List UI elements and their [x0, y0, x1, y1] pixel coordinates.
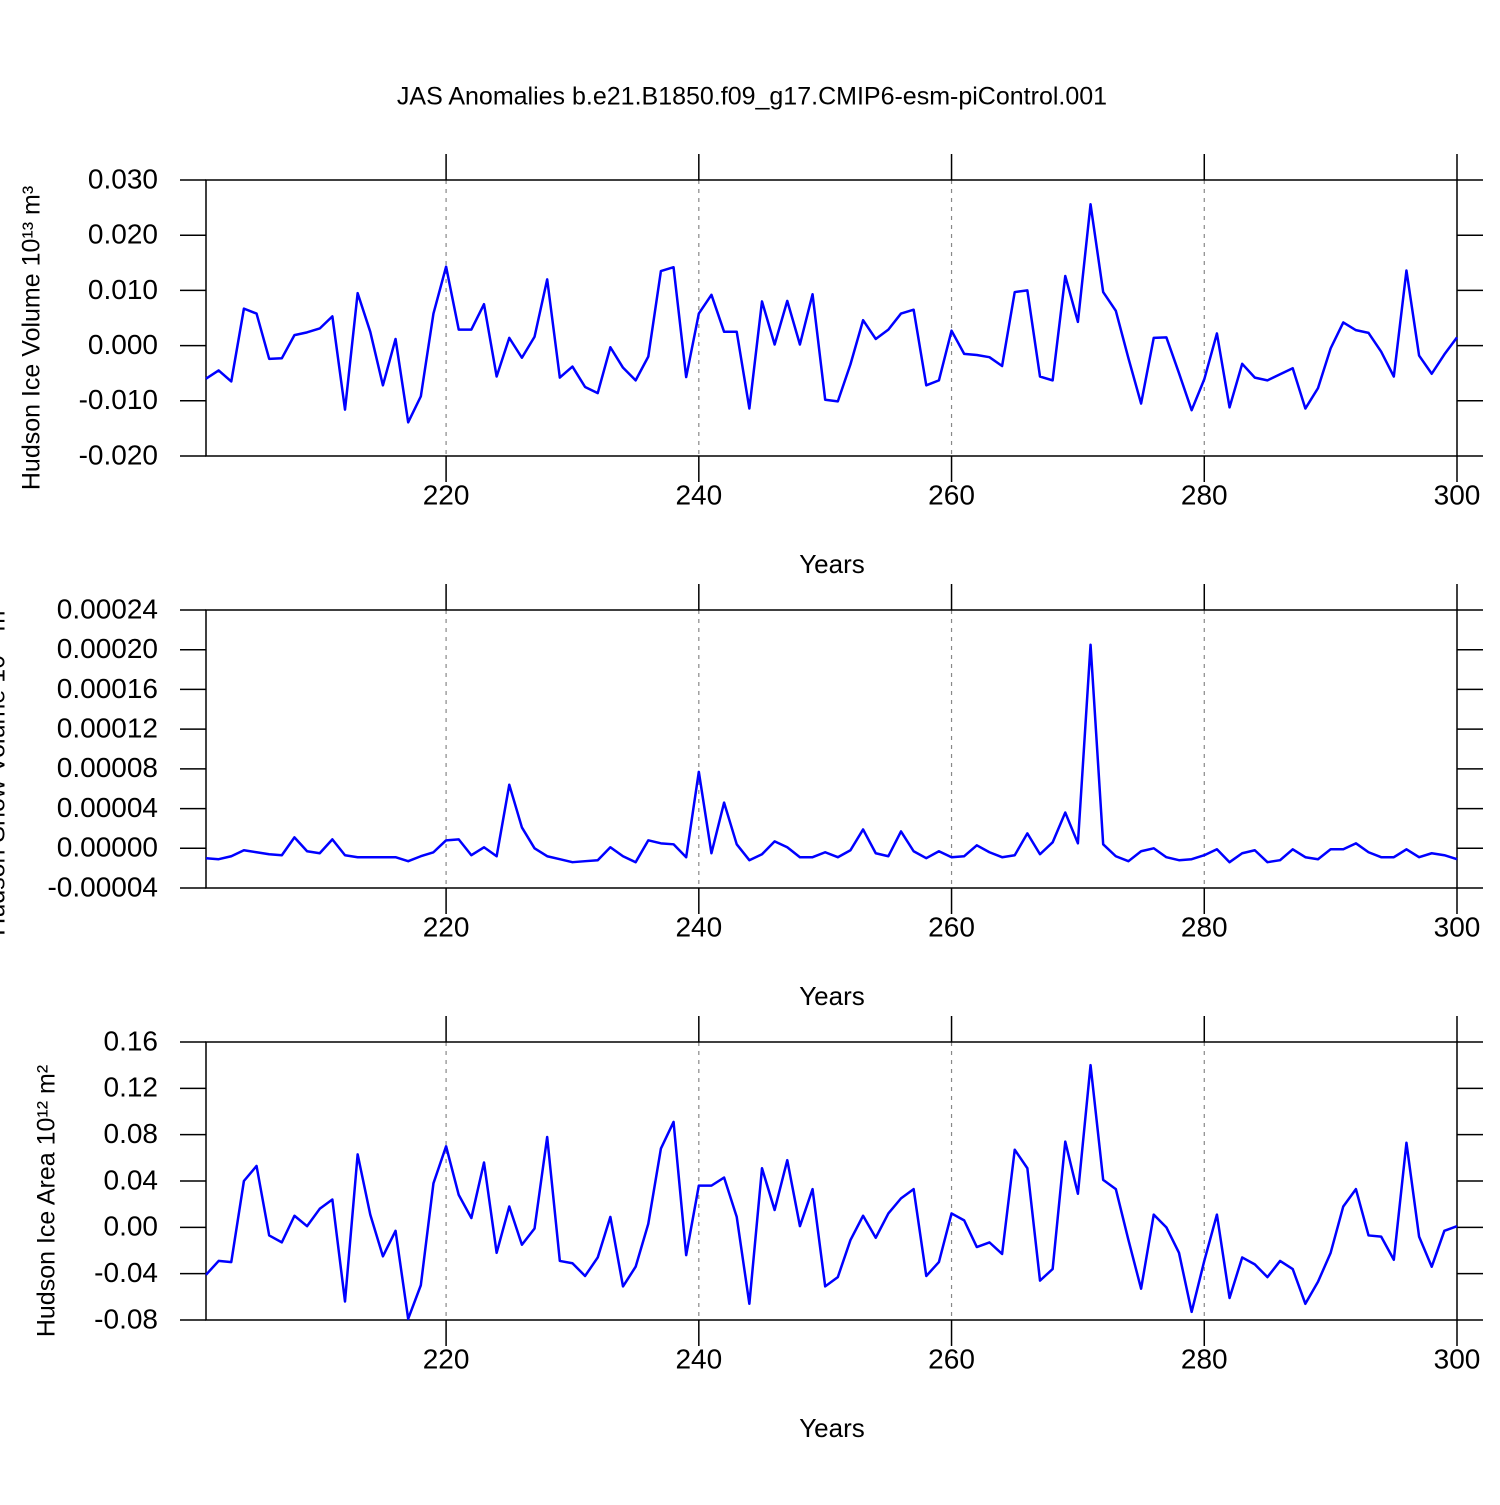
y-tick-label: 0.12	[104, 1072, 159, 1103]
x-axis-label: Years	[799, 1413, 865, 1443]
y-tick-label: 0.00024	[57, 593, 158, 624]
y-tick-label: 0.020	[88, 219, 158, 250]
x-tick-label: 280	[1181, 911, 1228, 942]
y-tick-label: 0.04	[104, 1164, 159, 1195]
y-axis-label: Hudson Ice Area 10¹² m²	[33, 1065, 61, 1337]
y-axis-label: Hudson Ice Volume 10¹³ m³	[18, 186, 46, 490]
y-tick-label: 0.00	[104, 1211, 159, 1242]
y-tick-label: 0.00020	[57, 633, 158, 664]
data-line	[205, 1063, 1458, 1321]
x-tick-label: 280	[1181, 479, 1228, 510]
x-tick-label: 300	[1434, 479, 1481, 510]
y-tick-label: 0.00008	[57, 752, 158, 783]
y-tick-label: 0.000	[88, 329, 158, 360]
y-axis-label: Hudson Snow Volume 10¹³ m³	[0, 602, 11, 935]
plot-border	[205, 179, 1458, 457]
data-line	[205, 643, 1458, 864]
x-axis-label: Years	[799, 549, 865, 579]
chart-title: JAS Anomalies b.e21.B1850.f09_g17.CMIP6-…	[397, 83, 1107, 111]
plot-border	[205, 609, 1458, 889]
x-tick-label: 260	[928, 1343, 975, 1374]
x-tick-label: 260	[928, 479, 975, 510]
x-tick-label: 240	[675, 911, 722, 942]
x-tick-label: 260	[928, 911, 975, 942]
y-tick-label: 0.00012	[57, 713, 158, 744]
y-tick-label: -0.020	[79, 439, 158, 470]
x-tick-label: 240	[675, 479, 722, 510]
y-tick-label: -0.00004	[47, 871, 158, 902]
y-tick-label: -0.04	[94, 1257, 158, 1288]
y-tick-label: 0.010	[88, 274, 158, 305]
y-tick-label: 0.00000	[57, 832, 158, 863]
y-tick-label: 0.00004	[57, 792, 158, 823]
y-tick-label: -0.08	[94, 1303, 158, 1334]
x-axis-label: Years	[799, 981, 865, 1011]
x-tick-label: 220	[423, 911, 470, 942]
x-tick-label: 220	[423, 479, 470, 510]
data-line	[205, 203, 1459, 424]
x-tick-label: 240	[675, 1343, 722, 1374]
x-tick-label: 300	[1434, 911, 1481, 942]
y-tick-label: -0.010	[79, 384, 158, 415]
y-tick-label: 0.08	[104, 1118, 159, 1149]
x-tick-label: 280	[1181, 1343, 1228, 1374]
y-tick-label: 0.00016	[57, 673, 158, 704]
x-tick-label: 220	[423, 1343, 470, 1374]
x-tick-label: 300	[1434, 1343, 1481, 1374]
y-tick-label: 0.030	[88, 163, 158, 194]
plot-border	[205, 1041, 1458, 1321]
y-tick-label: 0.16	[104, 1025, 159, 1056]
